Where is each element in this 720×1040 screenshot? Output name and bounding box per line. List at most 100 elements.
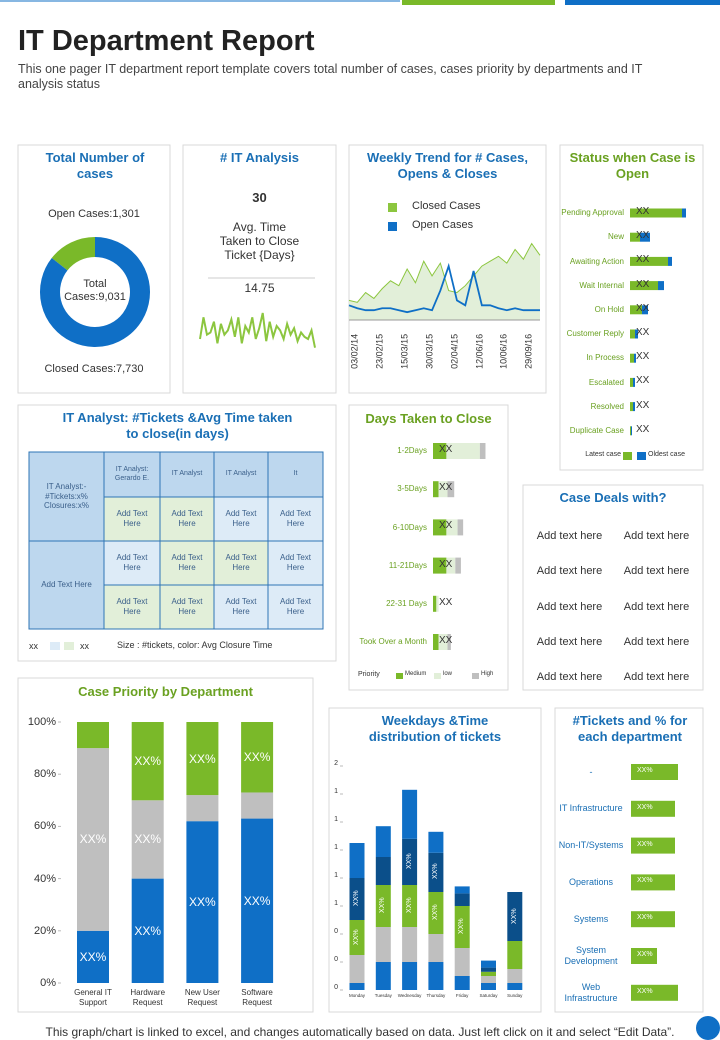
bar-text: XX — [439, 596, 453, 608]
bar-segment — [349, 983, 365, 990]
bar-segment — [241, 818, 274, 983]
bar-segment — [640, 232, 650, 242]
bar-segment — [642, 305, 648, 315]
panel-title: IT Analyst: #Tickets &Avg Time taken to … — [62, 410, 293, 441]
bar-text: XX% — [352, 890, 360, 906]
bar-segment — [241, 792, 274, 819]
bar-segment — [635, 329, 638, 339]
bar-text: XX% — [352, 928, 360, 945]
bar-text: XX% — [189, 895, 216, 910]
bar-segment — [633, 377, 635, 387]
bar-segment — [131, 800, 164, 879]
cell-text: Add Text Here — [171, 509, 203, 528]
cell-text: Add Text Here — [116, 597, 148, 616]
bar-text: XX% — [405, 853, 413, 869]
bar-segment — [454, 976, 470, 990]
bar-segment — [481, 967, 496, 972]
bar-text: XX% — [243, 893, 271, 908]
panel — [328, 707, 542, 1013]
x-tick-label: General IT Support — [74, 988, 112, 1007]
bar-segment — [436, 595, 439, 612]
bar-segment — [375, 857, 391, 885]
series-line — [348, 262, 540, 314]
table-cell — [103, 540, 161, 586]
legend-swatch — [623, 452, 632, 460]
caption: Ticket {Days} — [224, 248, 295, 262]
bar-segment — [454, 886, 470, 894]
category-label: On Hold — [594, 305, 624, 314]
bar-segment — [479, 443, 486, 459]
legend-label: Open Cases — [412, 219, 474, 231]
y-tick-label: 40% — [33, 872, 56, 885]
x-tick-label: 15/03/15 — [399, 333, 410, 369]
table-cell — [213, 451, 269, 498]
bar-segment — [447, 481, 455, 498]
x-tick-label: Sunday — [507, 993, 523, 998]
center-label: Cases:9,031 — [64, 291, 126, 303]
bar-text: XX — [439, 482, 453, 494]
cell-text: Add Text Here — [116, 553, 148, 572]
panel-title: Days Taken to Close — [365, 411, 492, 426]
bar-text: XX — [439, 558, 453, 570]
bar-segment — [446, 557, 456, 574]
bar-text: XX — [636, 375, 650, 387]
x-tick-label: 10/06/16 — [499, 333, 510, 369]
category-label: Wait Internal — [579, 280, 624, 290]
category-label: Web Infrastructure — [564, 982, 618, 1003]
corner-dot — [696, 1016, 720, 1040]
bar-segment — [446, 443, 480, 459]
bar-segment — [507, 892, 523, 941]
bar-text: XX — [439, 635, 453, 646]
table-cell — [103, 584, 161, 630]
bar-segment — [375, 962, 391, 990]
category-label: Systems — [573, 913, 609, 924]
bar-segment — [630, 281, 658, 291]
cell-text: Add Text Here — [280, 509, 311, 528]
cell-text: IT Analyst: Gerardo E. — [114, 466, 150, 482]
bar-text: XX% — [637, 840, 653, 848]
sparkline — [199, 312, 316, 348]
bar-segment — [630, 377, 633, 387]
x-tick-label: Saturday — [479, 993, 498, 998]
bar-segment — [447, 634, 451, 650]
bar-segment — [402, 962, 418, 990]
legend-label: Medium — [405, 671, 427, 677]
bar-segment — [438, 481, 448, 498]
bar — [631, 800, 675, 817]
top-accent — [402, 0, 555, 5]
panel — [17, 144, 171, 394]
category-label: 3-5Days — [397, 484, 427, 494]
bar-text: XX% — [431, 904, 439, 920]
panel — [348, 144, 547, 394]
category-label: Non-IT/Systems — [558, 840, 624, 851]
x-tick-label: 29/09/16 — [523, 333, 534, 369]
bar-segment — [349, 920, 365, 955]
category-label: Operations — [568, 876, 614, 887]
bar-segment — [375, 885, 391, 927]
deal-item: Add text here — [536, 635, 603, 648]
segment-label: Open Cases:1,301 — [48, 208, 140, 220]
panel-title: Case Deals with? — [559, 490, 667, 505]
bar-segment — [375, 826, 391, 857]
category-label: System Development — [564, 945, 618, 966]
bar-text: XX% — [637, 803, 653, 811]
bar-segment — [428, 831, 444, 853]
bar-segment — [131, 878, 164, 983]
bar-text: XX — [636, 278, 650, 290]
x-tick-label: 30/03/15 — [424, 333, 435, 369]
panel-title: #Tickets and % for each department — [572, 713, 688, 744]
metric: 30 — [252, 190, 267, 205]
y-tick-label: 60% — [33, 820, 56, 833]
y-tick-label: 2 — [334, 760, 338, 767]
panel-title: Weekdays &Time distribution of tickets — [368, 713, 502, 744]
caption: Avg. Time — [232, 220, 287, 234]
bar-segment — [402, 927, 418, 962]
bar-text: XX% — [637, 987, 653, 995]
panel-title: Weekly Trend for # Cases, Opens & Closes — [367, 150, 528, 181]
bar-segment — [186, 722, 219, 796]
table-cell — [213, 584, 269, 630]
bar-segment — [634, 353, 636, 363]
legend-label: xx — [80, 641, 89, 651]
bar-text: XX% — [457, 918, 465, 934]
bar-segment — [77, 930, 109, 983]
